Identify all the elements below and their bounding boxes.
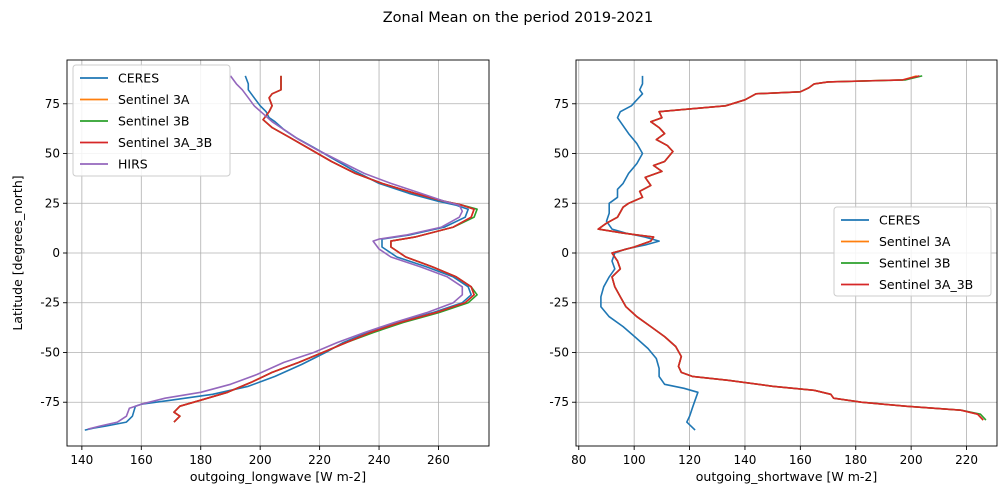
- x-tick-label: 180: [189, 453, 212, 467]
- y-tick-label: 50: [45, 147, 60, 161]
- y-tick-label: 50: [554, 147, 569, 161]
- panel-1: 140 160 180 200 220 240 260 -75 -50 -25 0 25 50 75 out…: [10, 59, 490, 484]
- series-line-hirs: [87, 75, 464, 430]
- y-tick-label: -75: [549, 395, 569, 409]
- y-axis-label: Latitude [degrees_north]: [10, 175, 25, 330]
- y-tick-label: -25: [549, 296, 569, 310]
- x-tick-label: 240: [368, 453, 391, 467]
- figure-title: Zonal Mean on the period 2019-2021: [383, 10, 654, 26]
- legend-box: [72, 64, 231, 177]
- y-tick-label: -50: [549, 345, 569, 359]
- x-tick-label: 200: [249, 453, 272, 467]
- series-line-sentinel-3a-3b: [597, 75, 984, 421]
- x-tick-label: 100: [623, 453, 646, 467]
- x-axis-label: outgoing_shortwave [W m-2]: [696, 469, 877, 484]
- legend-entry-label: HIRS: [118, 157, 148, 172]
- legend: CERES Sentinel 3A Sentinel 3B Sentinel 3A_3…: [833, 206, 992, 297]
- y-tick-label: 75: [45, 97, 60, 111]
- x-tick-label: 260: [427, 453, 450, 467]
- x-tick-label: 160: [789, 453, 812, 467]
- legend-entry-label: Sentinel 3A: [118, 92, 190, 107]
- y-tick-label: 0: [561, 246, 569, 260]
- x-tick-label: 140: [734, 453, 757, 467]
- y-tick-label: 25: [45, 196, 60, 210]
- series-line-ceres: [600, 75, 699, 431]
- legend-entry-label: Sentinel 3A: [879, 234, 951, 249]
- series-line-ceres: [84, 75, 472, 431]
- x-tick-label: 80: [571, 453, 586, 467]
- legend-entry-label: CERES: [118, 71, 159, 86]
- legend-box: [833, 206, 992, 297]
- legend-entry-label: Sentinel 3B: [879, 256, 951, 271]
- x-axis-label: outgoing_longwave [W m-2]: [190, 469, 366, 484]
- panel-2: 80 100 120 140 160 180 200 220 -75 -50 -25 0 25 50 75 o…: [549, 59, 998, 484]
- x-tick-label: 160: [130, 453, 153, 467]
- x-tick-label: 180: [844, 453, 867, 467]
- y-tick-label: 75: [554, 97, 569, 111]
- legend: CERES Sentinel 3A Sentinel 3B Sentinel 3A_3…: [72, 64, 231, 177]
- legend-entry-label: CERES: [879, 213, 920, 228]
- x-tick-label: 220: [308, 453, 331, 467]
- x-tick-label: 120: [678, 453, 701, 467]
- y-tick-label: -25: [40, 296, 60, 310]
- legend-entry-label: Sentinel 3A_3B: [879, 277, 973, 292]
- y-tick-label: 25: [554, 196, 569, 210]
- x-tick-label: 220: [955, 453, 978, 467]
- legend-entry-label: Sentinel 3B: [118, 114, 190, 129]
- x-tick-label: 200: [900, 453, 923, 467]
- y-tick-label: 0: [52, 246, 60, 260]
- y-tick-label: -50: [40, 345, 60, 359]
- x-tick-label: 140: [70, 453, 93, 467]
- y-tick-label: -75: [40, 395, 60, 409]
- series-line-sentinel-3a-3b: [173, 75, 475, 423]
- legend-entry-label: Sentinel 3A_3B: [118, 135, 212, 150]
